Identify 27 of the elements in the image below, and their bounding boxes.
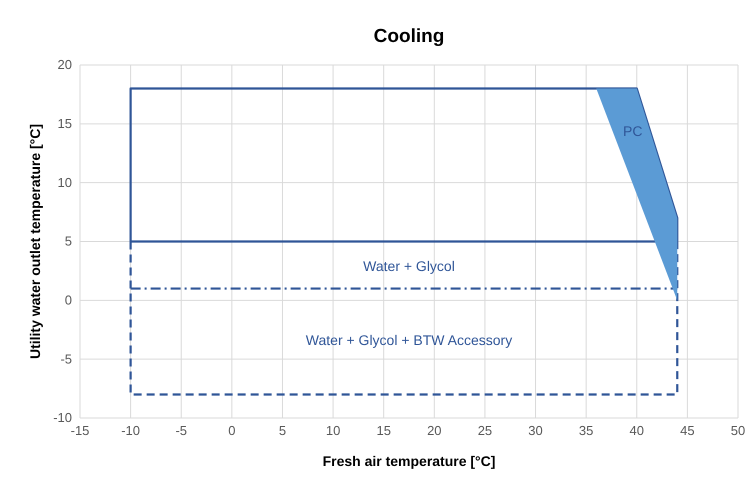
x-tick-label: -15 [70,423,90,438]
annotation: Water + Glycol [363,258,455,274]
x-axis-title: Fresh air temperature [°C] [322,453,496,469]
x-tick-label: 20 [427,423,442,438]
y-axis-title: Utility water outlet temperature [°C] [27,124,43,360]
y-tick-label: -10 [53,410,72,426]
x-tick-label: 25 [478,423,492,438]
y-tick-label: 0 [64,292,72,308]
x-tick-label: 15 [376,423,391,438]
x-tick-label: -5 [175,423,188,438]
y-tick-label: 5 [64,234,72,249]
x-tick-label: 0 [228,423,236,438]
x-tick-label: 35 [578,423,594,438]
x-tick-label: 30 [528,423,543,438]
y-tick-label: 20 [58,57,72,72]
annotation: Water + Glycol + BTW Accessory [306,332,512,348]
x-tick-label: 50 [730,423,746,438]
x-tick-label: -10 [121,423,140,438]
x-tick-label: 40 [630,423,644,438]
y-tick-label: 10 [58,174,72,190]
annotation: PC [622,122,642,139]
x-tick-label: 45 [680,423,695,438]
x-tick-label: 10 [326,423,340,438]
chart-title: Cooling [374,26,444,47]
y-tick-label: -5 [60,351,72,366]
x-tick-label: 5 [278,423,286,438]
y-tick-label: 15 [58,116,72,131]
